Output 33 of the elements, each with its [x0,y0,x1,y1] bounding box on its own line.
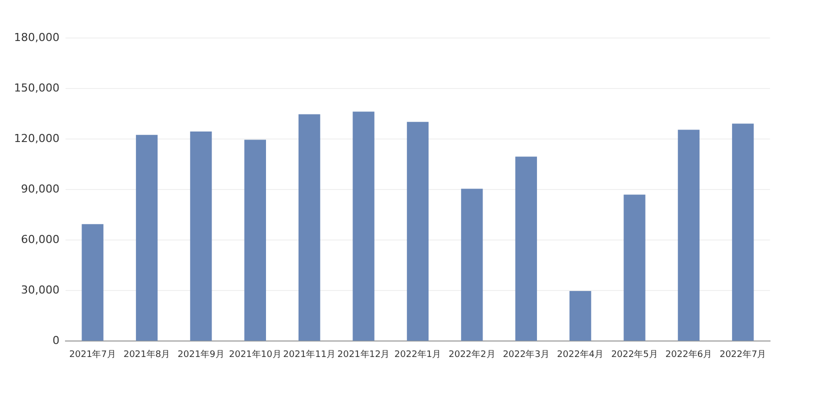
y-tick-label: 180,000 [14,30,60,44]
bar [190,131,212,341]
bar [244,140,266,341]
x-tick-label: 2021年8月 [123,348,170,360]
y-tick-label: 60,000 [20,232,60,246]
bar [569,291,592,341]
y-tick-label: 90,000 [20,182,60,196]
bar [732,124,754,341]
x-tick-label: 2021年10月 [228,348,282,360]
bar [515,156,537,341]
y-tick-label: 120,000 [14,132,60,145]
x-tick-label: 2021年7月 [69,348,116,360]
y-tick-label: 0 [52,334,60,348]
bar [136,134,158,341]
y-tick-label: 150,000 [14,81,60,94]
bar [82,224,104,341]
y-tick-label: 30,000 [20,284,60,297]
bar [678,130,700,341]
bar [298,114,320,341]
x-tick-label: 2022年4月 [557,348,604,360]
bar [624,194,646,341]
bar [461,188,483,341]
x-tick-label: 2022年7月 [720,348,766,360]
x-tick-label: 2022年5月 [611,348,658,360]
x-tick-label: 2021年12月 [337,348,390,360]
x-tick-label: 2021年11月 [283,348,336,360]
bar [352,112,374,341]
x-tick-label: 2022年2月 [448,348,496,360]
x-tick-label: 2022年3月 [502,348,550,360]
x-tick-label: 2022年1月 [394,348,442,360]
x-tick-label: 2021年9月 [178,348,224,360]
x-tick-label: 2022年6月 [665,348,712,360]
bar [406,122,429,341]
